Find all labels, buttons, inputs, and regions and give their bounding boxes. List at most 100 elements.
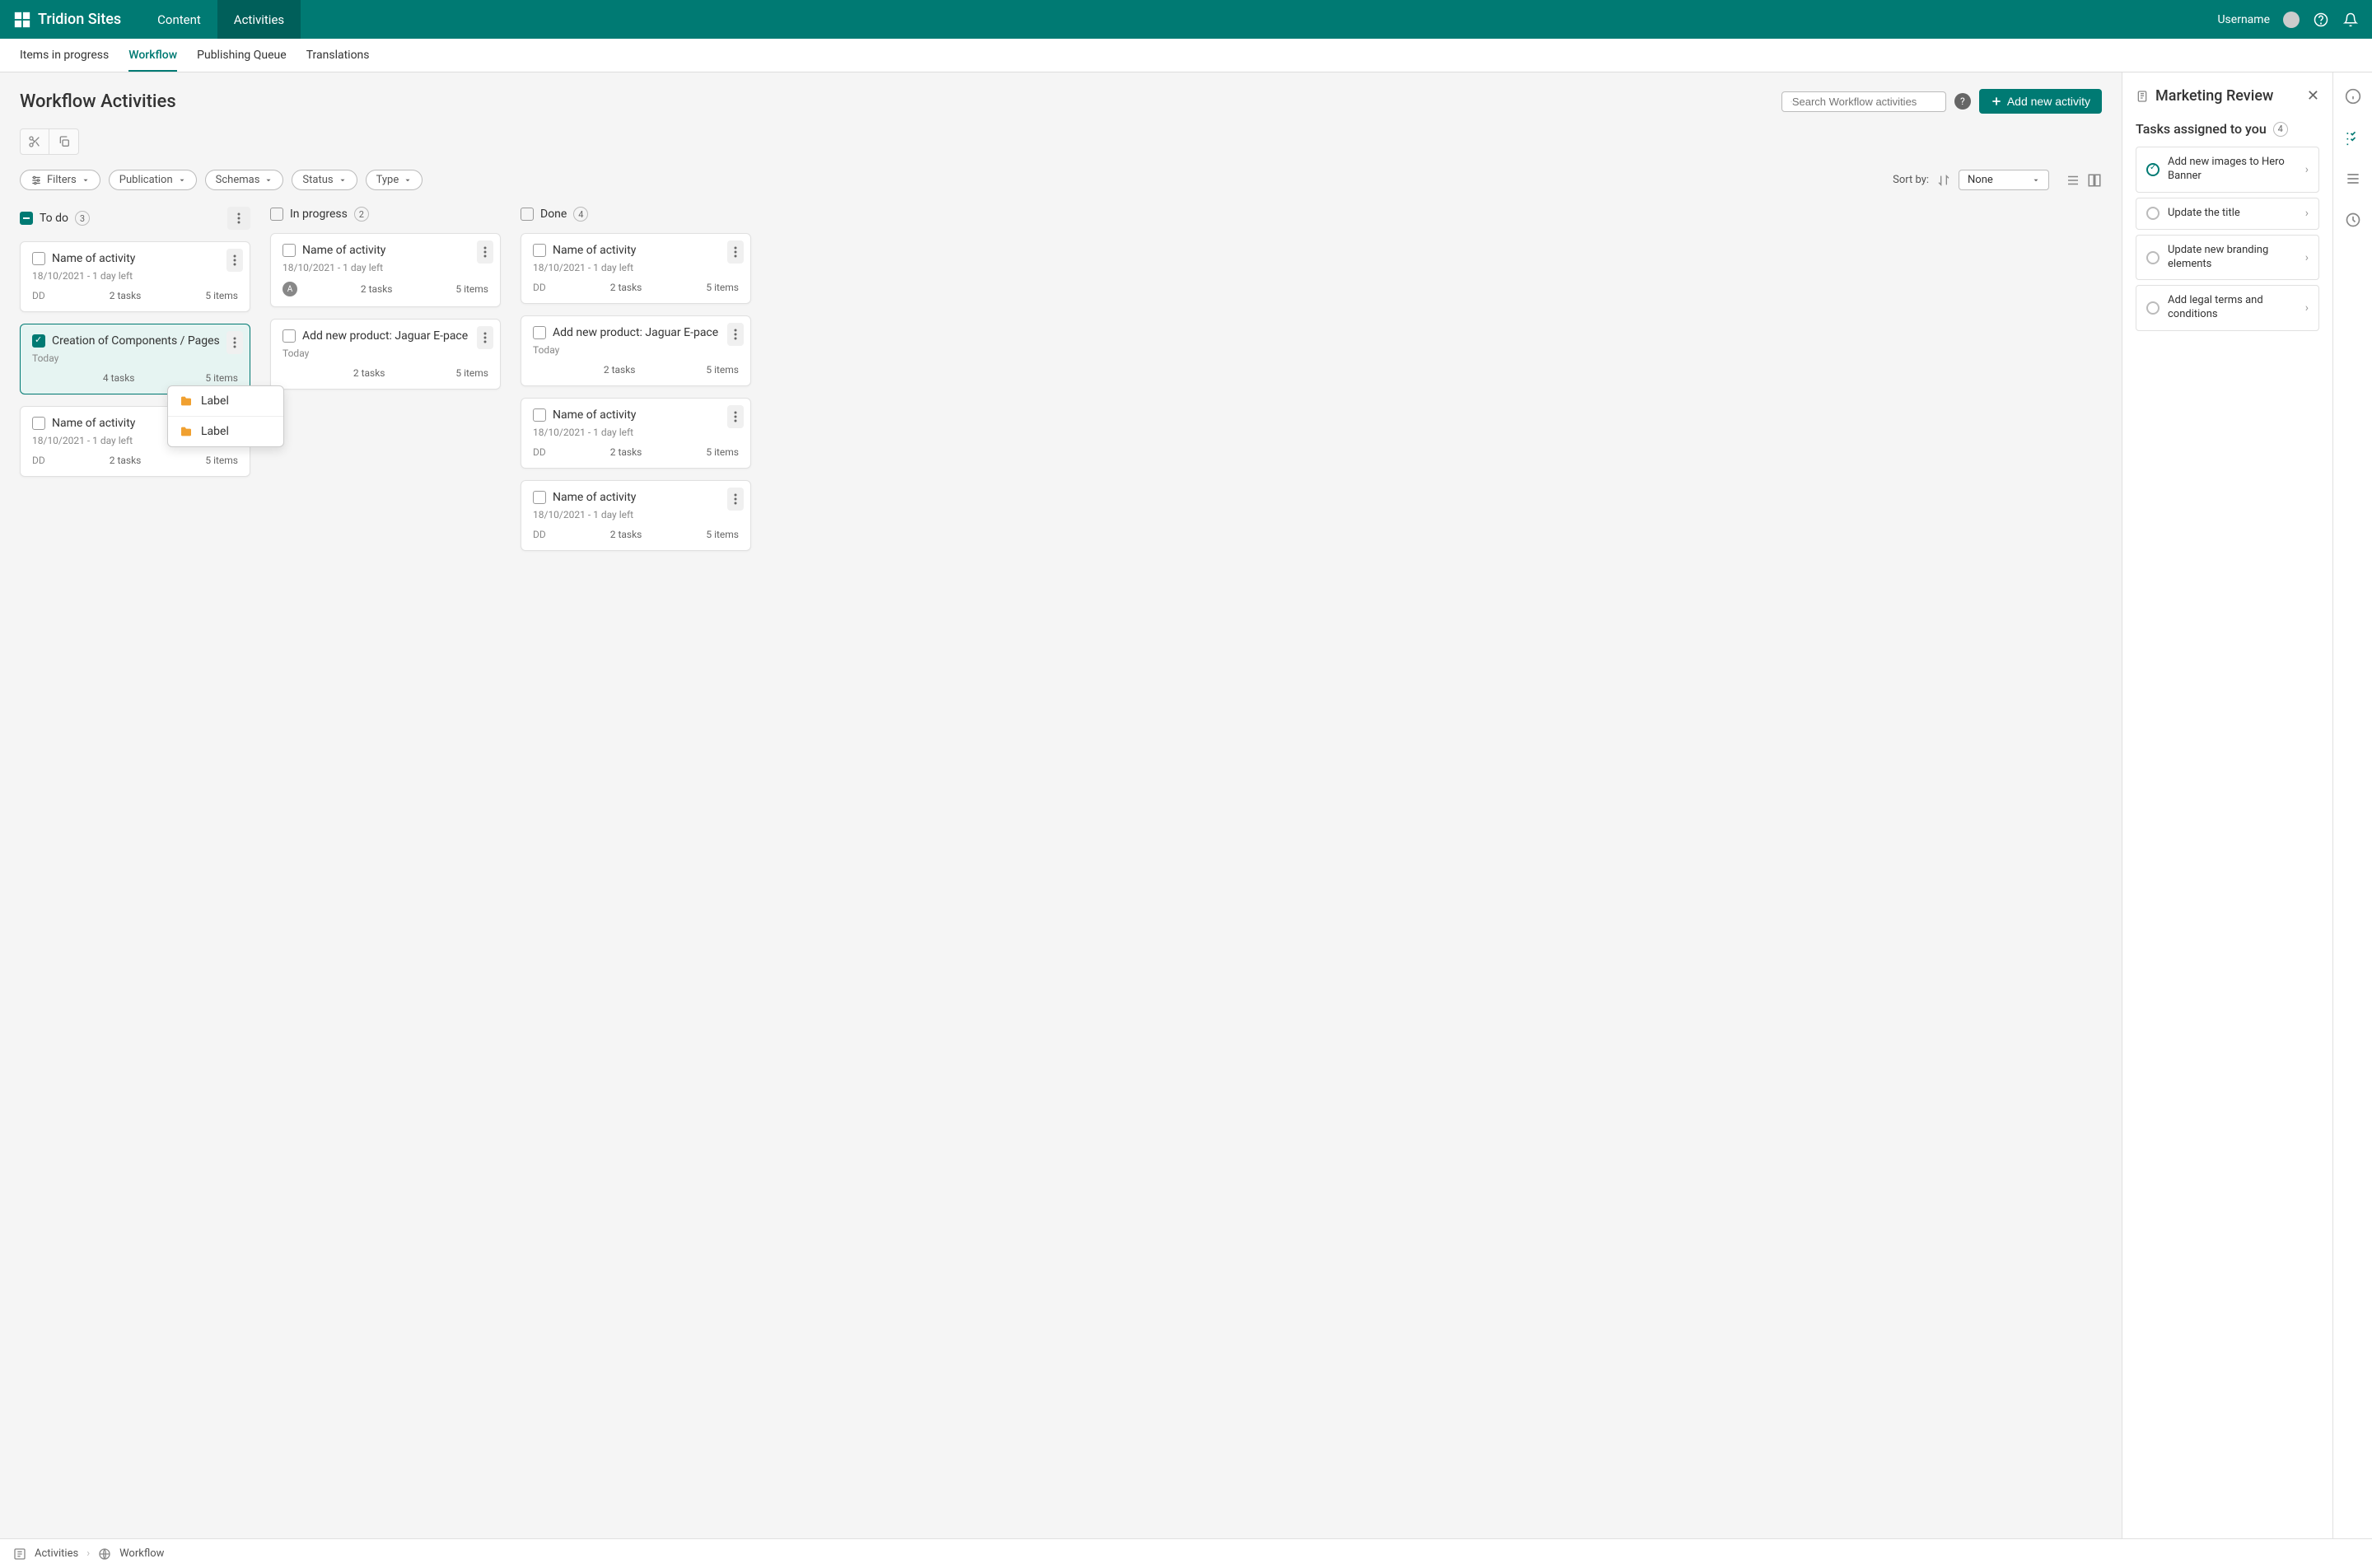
bc-workflow[interactable]: Workflow [119,1547,164,1560]
card-menu-button[interactable] [727,323,744,346]
activity-card[interactable]: Creation of Components / PagesToday4 tas… [20,324,250,394]
card-checkbox[interactable] [533,491,546,504]
task-status-icon [2146,207,2160,220]
history-rail-icon[interactable] [2344,211,2362,229]
card-checkbox[interactable] [32,252,45,265]
card-tasks-count: 4 tasks [103,372,135,384]
task-item[interactable]: Update the title› [2136,198,2319,230]
list-view-icon[interactable] [2066,173,2080,188]
card-title: Name of activity [553,491,739,504]
info-rail-icon[interactable] [2344,87,2362,105]
card-badge: DD [32,290,45,301]
topnav-tab-content[interactable]: Content [141,0,217,39]
card-checkbox[interactable] [32,334,45,348]
activity-card[interactable]: Name of activity18/10/2021 - 1 day leftD… [521,480,751,551]
card-title: Creation of Components / Pages [52,334,238,348]
panel-title: Marketing Review [2155,87,2300,105]
card-checkbox[interactable] [533,408,546,422]
chevron-down-icon [404,176,412,184]
card-items-count: 5 items [455,367,488,379]
bell-icon[interactable] [2342,12,2359,28]
card-checkbox[interactable] [533,244,546,257]
card-badge: DD [32,455,45,466]
subnav-tab-items-in-progress[interactable]: Items in progress [20,40,109,70]
task-status-icon [2146,163,2160,176]
card-menu-button[interactable] [727,405,744,428]
copy-button[interactable] [49,128,79,155]
subnav-tab-translations[interactable]: Translations [306,40,370,70]
task-label: Add legal terms and conditions [2168,294,2297,322]
popover-item[interactable]: Label [168,386,283,416]
card-checkbox[interactable] [32,417,45,430]
column-checkbox[interactable] [20,212,33,225]
card-title: Name of activity [302,244,488,257]
subnav-tab-workflow[interactable]: Workflow [128,40,177,72]
label-popover: LabelLabel [167,385,284,447]
card-checkbox[interactable] [533,326,546,339]
card-menu-button[interactable] [477,326,493,349]
panel-close-button[interactable]: ✕ [2307,87,2319,105]
popover-item[interactable]: Label [168,416,283,446]
cut-button[interactable] [20,128,49,155]
card-date: Today [282,348,488,359]
filter-pill-type[interactable]: Type [366,170,423,190]
subnav-tab-publishing-queue[interactable]: Publishing Queue [197,40,287,70]
card-checkbox[interactable] [282,244,296,257]
card-badge: DD [533,446,546,458]
sort-icon[interactable] [1937,174,1950,187]
card-menu-button[interactable] [477,240,493,264]
card-tasks-count: 2 tasks [610,282,642,293]
activity-card[interactable]: Name of activity18/10/2021 - 1 day leftD… [521,233,751,304]
card-date: Today [533,344,739,356]
column-checkbox[interactable] [521,208,534,221]
chevron-down-icon [178,176,186,184]
menu-rail-icon[interactable] [2344,170,2362,188]
filter-pill-status[interactable]: Status [292,170,357,190]
card-items-count: 5 items [205,455,238,466]
activity-card[interactable]: Name of activity18/10/2021 - 1 day leftA… [270,233,501,307]
help-icon[interactable] [2313,12,2329,28]
task-item[interactable]: Update new branding elements› [2136,235,2319,281]
column-count: 4 [573,207,588,222]
card-title: Add new product: Jaguar E-pace [553,326,739,339]
bc-separator: › [86,1547,90,1560]
add-activity-label: Add new activity [2007,95,2090,108]
card-menu-button[interactable] [727,488,744,511]
filter-pill-schemas[interactable]: Schemas [205,170,284,190]
filter-pill-publication[interactable]: Publication [109,170,197,190]
card-items-count: 5 items [706,529,739,540]
checklist-rail-icon[interactable] [2344,128,2362,147]
user-avatar[interactable] [2283,12,2300,28]
chevron-right-icon: › [2305,251,2309,264]
card-menu-button[interactable] [727,240,744,264]
chevron-right-icon: › [2305,301,2309,315]
brand-name: Tridion Sites [38,11,121,28]
bc-activities[interactable]: Activities [35,1547,78,1560]
column-title: In progress [290,208,348,221]
activity-card[interactable]: Add new product: Jaguar E-paceToday2 tas… [270,319,501,390]
card-date: 18/10/2021 - 1 day left [533,509,739,520]
add-activity-button[interactable]: Add new activity [1979,89,2102,114]
column-menu-button[interactable] [227,207,250,230]
search-help-icon[interactable]: ? [1954,93,1971,110]
card-menu-button[interactable] [226,249,243,272]
activity-card[interactable]: Add new product: Jaguar E-paceToday2 tas… [521,315,751,386]
topnav-tab-activities[interactable]: Activities [217,0,301,39]
sort-select[interactable]: None [1959,170,2049,190]
column-checkbox[interactable] [270,208,283,221]
filters-button[interactable]: Filters [20,170,100,190]
card-items-count: 5 items [706,364,739,376]
card-menu-button[interactable] [226,331,243,354]
search-input[interactable] [1792,96,1937,108]
activity-card[interactable]: Name of activity18/10/2021 - 1 day leftD… [521,398,751,469]
activity-card[interactable]: Name of activity18/10/2021 - 1 day leftD… [20,241,250,312]
search-field[interactable] [1781,91,1946,112]
card-items-count: 5 items [706,282,739,293]
task-item[interactable]: Add legal terms and conditions › [2136,285,2319,331]
task-item[interactable]: Add new images to Hero Banner› [2136,147,2319,193]
column-title: Done [540,208,567,221]
card-title: Name of activity [553,408,739,422]
board-view-icon[interactable] [2087,173,2102,188]
scissors-icon [28,135,41,148]
card-checkbox[interactable] [282,329,296,343]
